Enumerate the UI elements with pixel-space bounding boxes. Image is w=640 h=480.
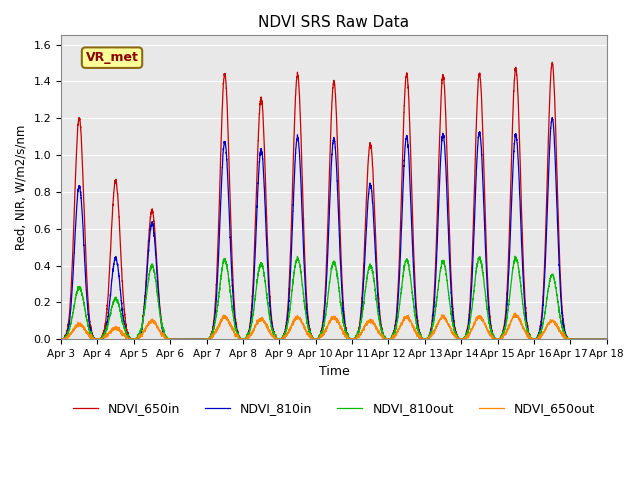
NDVI_650in <box>553 156 561 161</box>
NDVI_810in <box>453 336 461 342</box>
NDVI_650in <box>122 326 130 332</box>
NDVI_810out <box>57 336 65 342</box>
Title: NDVI SRS Raw Data: NDVI SRS Raw Data <box>259 15 410 30</box>
Line: NDVI_810out: NDVI_810out <box>61 256 607 339</box>
NDVI_650in <box>266 296 274 302</box>
NDVI_650out <box>550 319 557 325</box>
NDVI_650in <box>57 336 65 342</box>
NDVI_810out <box>99 336 106 342</box>
NDVI_810in <box>266 302 274 308</box>
NDVI_810out <box>266 316 274 322</box>
NDVI_650out <box>57 336 65 342</box>
Legend: NDVI_650in, NDVI_810in, NDVI_810out, NDVI_650out: NDVI_650in, NDVI_810in, NDVI_810out, NDV… <box>68 397 600 420</box>
NDVI_650in <box>550 79 558 85</box>
Line: NDVI_810in: NDVI_810in <box>61 118 607 339</box>
NDVI_650out <box>266 327 274 333</box>
NDVI_810in <box>553 192 561 197</box>
Text: VR_met: VR_met <box>86 51 138 64</box>
Y-axis label: Red, NIR, W/m2/s/nm: Red, NIR, W/m2/s/nm <box>15 125 28 250</box>
X-axis label: Time: Time <box>319 365 349 378</box>
NDVI_650out <box>399 319 406 325</box>
NDVI_810in <box>548 115 556 120</box>
NDVI_650out <box>603 336 611 342</box>
NDVI_810out <box>511 253 519 259</box>
NDVI_810in <box>57 336 65 342</box>
NDVI_650in <box>548 60 556 65</box>
NDVI_810out <box>603 336 611 342</box>
Line: NDVI_650out: NDVI_650out <box>61 313 607 339</box>
NDVI_650out <box>122 336 130 342</box>
NDVI_810in <box>550 131 558 136</box>
NDVI_650out <box>552 321 560 327</box>
NDVI_810in <box>603 336 611 342</box>
NDVI_650out <box>574 336 582 342</box>
NDVI_810in <box>574 336 582 342</box>
Line: NDVI_650in: NDVI_650in <box>61 62 607 339</box>
NDVI_810out <box>553 289 561 295</box>
NDVI_810in <box>122 332 130 338</box>
NDVI_810out <box>123 332 131 337</box>
NDVI_650in <box>574 336 582 342</box>
NDVI_650in <box>399 154 406 159</box>
NDVI_650in <box>243 336 250 342</box>
NDVI_810out <box>574 336 582 342</box>
NDVI_650in <box>603 336 611 342</box>
NDVI_810in <box>399 200 406 205</box>
NDVI_650out <box>511 310 519 316</box>
NDVI_810out <box>550 275 558 281</box>
NDVI_810out <box>399 277 406 283</box>
